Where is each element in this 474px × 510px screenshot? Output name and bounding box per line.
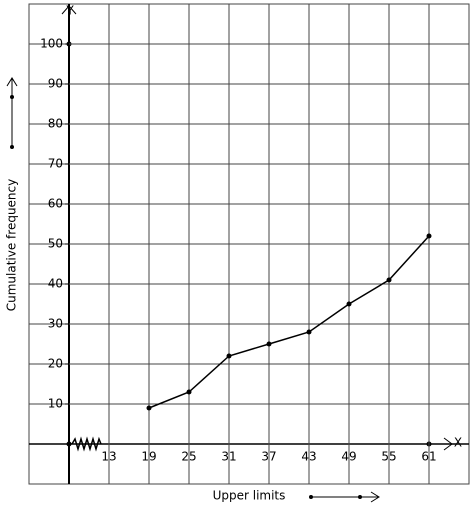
arrow-dot [358,495,362,499]
data-point [226,353,232,359]
arrow-dot [10,95,14,99]
x-tick-label: 25 [181,450,196,464]
data-point [146,405,152,411]
data-point [186,389,192,395]
y-tick-label: 90 [48,77,63,91]
axis-break [71,436,102,452]
y-tick-label: 80 [48,117,63,131]
arrow-dot [309,495,313,499]
x-tick-label: 13 [101,450,116,464]
data-point [346,301,352,307]
x-axis-name: X [454,436,462,450]
y-tick-label: 100 [40,37,63,51]
data-point [386,277,392,283]
x-tick-label: 61 [421,450,436,464]
y-tick-label: 20 [48,357,63,371]
y-arrow [61,5,77,15]
y-axis-label: Cumulative frequency [5,179,19,312]
data-point [426,233,432,239]
y-tick-label: 40 [48,277,63,291]
x-tick-label: 49 [341,450,356,464]
data-point [306,329,312,335]
x-arrow [443,437,453,451]
y-tick-label: 70 [48,157,63,171]
x-tick-label: 55 [381,450,396,464]
y-tick-label: 60 [48,197,63,211]
x-tick-label: 43 [301,450,316,464]
x-axis-label: Upper limits [213,489,286,503]
x-tick-label: 37 [261,450,276,464]
y-tick-label: 30 [48,317,63,331]
x-tick-label: 31 [221,450,236,464]
x-tick-label: 19 [141,450,156,464]
data-point [266,341,272,347]
origin-dot [66,441,72,447]
y-axis-name: Y [65,4,74,18]
arrow-dot [10,145,14,149]
y-tick-label: 10 [48,397,63,411]
decor-arrows [6,77,380,503]
arrow-head [6,77,18,87]
data-line [148,235,430,409]
y-tick-label: 50 [48,237,63,251]
arrow-head [370,491,380,503]
